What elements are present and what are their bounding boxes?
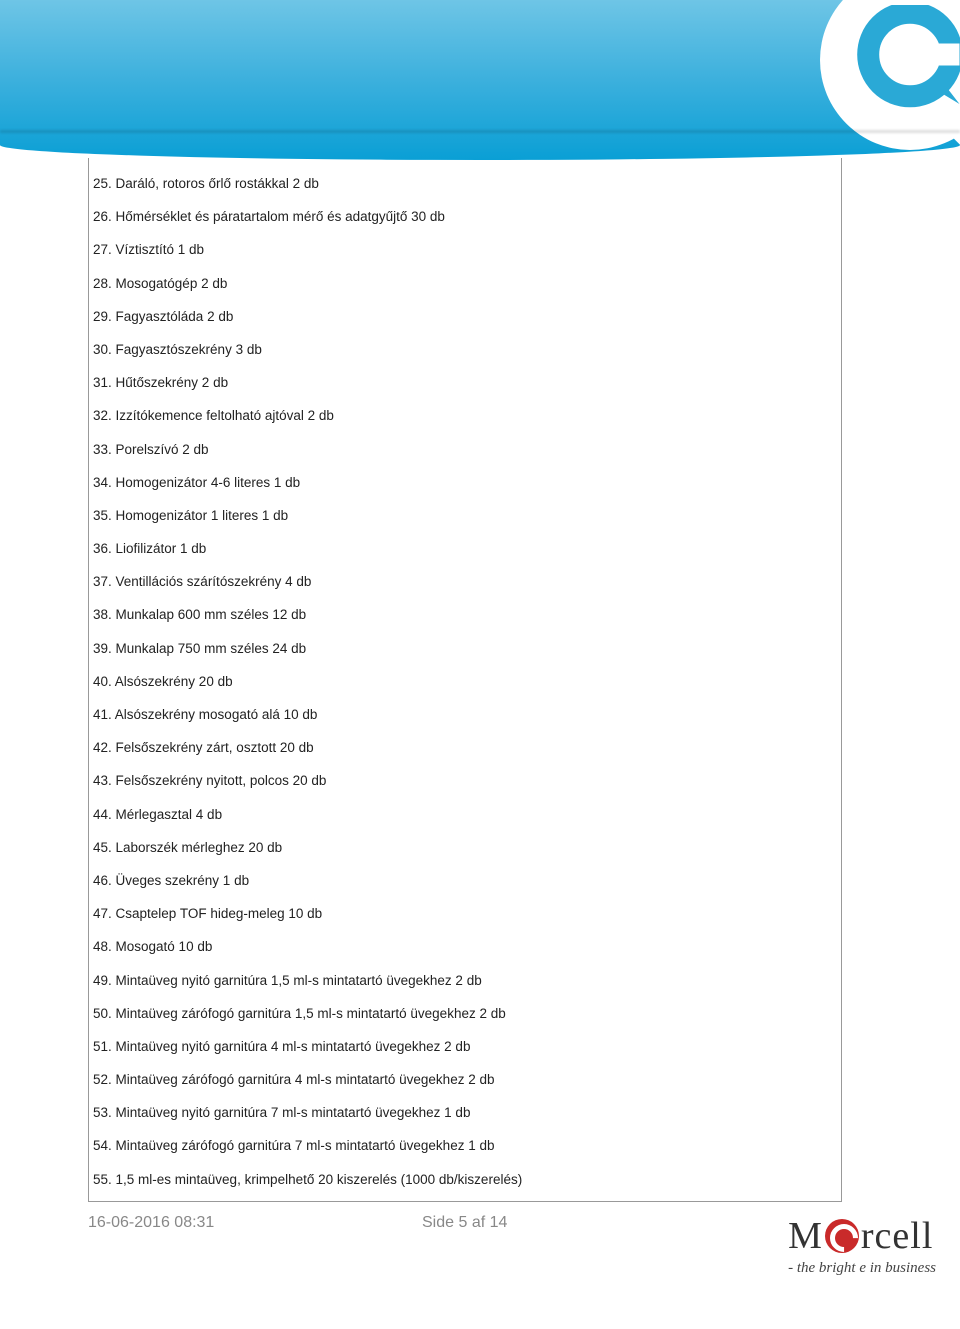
list-item: 39. Munkalap 750 mm széles 24 db: [93, 641, 837, 657]
list-item: 49. Mintaüveg nyitó garnitúra 1,5 ml-s m…: [93, 973, 837, 989]
item-list: 25. Daráló, rotoros őrlő rostákkal 2 db 2…: [93, 176, 837, 1202]
list-item: 45. Laborszék mérleghez 20 db: [93, 840, 837, 856]
list-item: 44. Mérlegasztal 4 db: [93, 807, 837, 823]
header-band: [0, 0, 960, 160]
list-item: 42. Felsőszekrény zárt, osztott 20 db: [93, 740, 837, 756]
list-item: 48. Mosogató 10 db: [93, 939, 837, 955]
brand-e-small-icon: [825, 1219, 859, 1253]
list-item: 31. Hűtőszekrény 2 db: [93, 375, 837, 391]
list-item: 38. Munkalap 600 mm széles 12 db: [93, 607, 837, 623]
list-item: 32. Izzítókemence feltolható ajtóval 2 d…: [93, 408, 837, 424]
content-frame: 25. Daráló, rotoros őrlő rostákkal 2 db 2…: [88, 158, 842, 1202]
list-item: 33. Porelszívó 2 db: [93, 442, 837, 458]
list-item: 54. Mintaüveg zárófogó garnitúra 7 ml-s …: [93, 1138, 837, 1154]
list-item: 36. Liofilizátor 1 db: [93, 541, 837, 557]
list-item: 55. 1,5 ml-es mintaüveg, krimpelhető 20 …: [93, 1172, 837, 1188]
list-item: 26. Hőmérséklet és páratartalom mérő és …: [93, 209, 837, 225]
logo-bubble: [820, 0, 960, 150]
list-item: 51. Mintaüveg nyitó garnitúra 4 ml-s min…: [93, 1039, 837, 1055]
brand-tagline: - the bright e in business: [788, 1260, 936, 1277]
list-item: 40. Alsószekrény 20 db: [93, 674, 837, 690]
list-item: 50. Mintaüveg zárófogó garnitúra 1,5 ml-…: [93, 1006, 837, 1022]
footer-brand: M rcell - the bright e in business: [788, 1214, 936, 1277]
list-item: 52. Mintaüveg zárófogó garnitúra 4 ml-s …: [93, 1072, 837, 1088]
list-item: 35. Homogenizátor 1 literes 1 db: [93, 508, 837, 524]
list-item: 28. Mosogatógép 2 db: [93, 276, 837, 292]
brand-post: rcell: [861, 1214, 934, 1258]
list-item: 53. Mintaüveg nyitó garnitúra 7 ml-s min…: [93, 1105, 837, 1121]
footer-page: Side 5 af 14: [422, 1214, 507, 1232]
list-item: 43. Felsőszekrény nyitott, polcos 20 db: [93, 773, 837, 789]
list-item: 27. Víztisztító 1 db: [93, 242, 837, 258]
list-item: 30. Fagyasztószekrény 3 db: [93, 342, 837, 358]
list-item: 34. Homogenizátor 4-6 literes 1 db: [93, 475, 837, 491]
list-item: 25. Daráló, rotoros őrlő rostákkal 2 db: [93, 176, 837, 192]
brand-wordmark: M rcell: [788, 1214, 936, 1258]
footer-date: 16-06-2016 08:31: [88, 1214, 214, 1232]
list-item: 46. Üveges szekrény 1 db: [93, 873, 837, 889]
brand-e-icon: [855, 5, 960, 115]
brand-pre: M: [788, 1214, 823, 1258]
footer: 16-06-2016 08:31 Side 5 af 14 M rcell - …: [88, 1214, 936, 1277]
list-item: 47. Csaptelep TOF hideg-meleg 10 db: [93, 906, 837, 922]
list-item: 37. Ventillációs szárítószekrény 4 db: [93, 574, 837, 590]
list-item: 41. Alsószekrény mosogató alá 10 db: [93, 707, 837, 723]
list-item: 29. Fagyasztóláda 2 db: [93, 309, 837, 325]
